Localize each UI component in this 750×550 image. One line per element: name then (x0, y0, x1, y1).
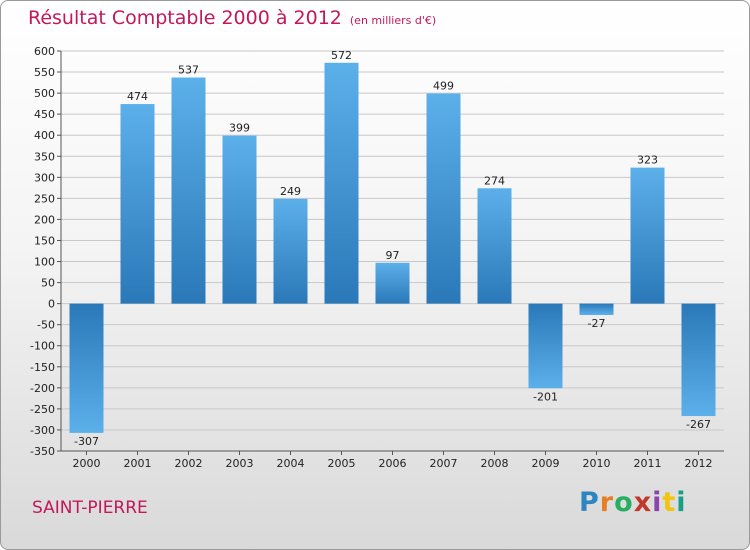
bars (69, 62, 716, 433)
data-label-2002: 537 (178, 64, 199, 77)
bar-2012 (681, 303, 716, 417)
x-tick-labels: 2000 2001 2002 2003 2004 2005 2006 2007 2008 2009… (73, 451, 713, 470)
bar-2010 (579, 303, 614, 315)
ytick-label-200: 200 (34, 213, 55, 226)
data-label-2009: -201 (533, 390, 558, 403)
brand-letter: x (633, 487, 653, 518)
ytick-label--50: -50 (37, 319, 55, 332)
xtick-label-2005: 2005 (328, 457, 356, 470)
data-label-2000: -307 (74, 435, 99, 448)
bar-2005 (324, 62, 359, 304)
ytick-label--250: -250 (30, 403, 55, 416)
bar-2009 (528, 303, 563, 389)
chart-title: Résultat Comptable 2000 à 2012 (en millie… (28, 7, 436, 29)
data-label-2007: 499 (433, 80, 454, 93)
xtick-label-2010: 2010 (583, 457, 611, 470)
xtick-label-2002: 2002 (175, 457, 203, 470)
xtick-label-2011: 2011 (634, 457, 662, 470)
y-tick-labels: 600550500450400350300250200150100500-50-… (30, 45, 55, 458)
ytick-label--200: -200 (30, 382, 55, 395)
ytick-label-100: 100 (34, 256, 55, 269)
xtick-label-2009: 2009 (532, 457, 560, 470)
data-label-2008: 274 (484, 174, 505, 187)
bar-2001 (120, 104, 155, 304)
data-labels: -307 474 537 399 249 572 97 499 274 -201 -27 323 -26… (74, 49, 711, 448)
ytick-label-450: 450 (34, 108, 55, 121)
ytick-label--150: -150 (30, 361, 55, 374)
data-label-2003: 399 (229, 122, 250, 135)
brand-letter: r (599, 487, 615, 518)
bar-2003 (222, 135, 257, 304)
ytick-label-400: 400 (34, 129, 55, 142)
location-label: SAINT-PIERRE (32, 498, 148, 518)
brand-letter: i (676, 487, 687, 518)
bar-2011 (630, 167, 665, 304)
xtick-label-2008: 2008 (481, 457, 509, 470)
xtick-label-2003: 2003 (226, 457, 254, 470)
brand-letter: i (652, 487, 663, 518)
xtick-label-2001: 2001 (124, 457, 152, 470)
ytick-label-300: 300 (34, 171, 55, 184)
data-label-2012: -267 (686, 418, 711, 431)
ytick-label-0: 0 (48, 298, 55, 311)
chart-subtitle: (en milliers d'€) (349, 14, 437, 27)
xtick-label-2004: 2004 (277, 457, 305, 470)
ytick-label-550: 550 (34, 66, 55, 79)
brand-letter: t (662, 487, 677, 518)
data-label-2006: 97 (386, 249, 400, 262)
xtick-label-2006: 2006 (379, 457, 407, 470)
bar-2006 (375, 262, 410, 304)
ytick-label--100: -100 (30, 340, 55, 353)
bar-2002 (171, 77, 206, 304)
brand-letter: o (614, 487, 634, 518)
brand-logo: Proxiti (579, 487, 687, 518)
bar-2000 (69, 303, 104, 433)
ytick-label-600: 600 (34, 45, 55, 58)
data-label-2011: 323 (637, 154, 658, 167)
data-label-2001: 474 (127, 90, 148, 103)
xtick-label-2007: 2007 (430, 457, 458, 470)
xtick-label-2012: 2012 (685, 457, 713, 470)
bar-2004 (273, 198, 308, 304)
data-label-2005: 572 (331, 49, 352, 62)
ytick-label--350: -350 (30, 445, 55, 458)
ytick-label-50: 50 (41, 277, 55, 290)
ytick-label-150: 150 (34, 234, 55, 247)
ytick-label-250: 250 (34, 192, 55, 205)
bar-2007 (426, 93, 461, 304)
xtick-label-2000: 2000 (73, 457, 101, 470)
chart-title-text: Résultat Comptable 2000 à 2012 (28, 7, 342, 29)
brand-letter: P (579, 487, 600, 518)
ytick-label-350: 350 (34, 150, 55, 163)
ytick-label--300: -300 (30, 424, 55, 437)
ytick-label-500: 500 (34, 87, 55, 100)
bar-2008 (477, 188, 512, 304)
data-label-2004: 249 (280, 185, 301, 198)
data-label-2010: -27 (588, 317, 606, 330)
